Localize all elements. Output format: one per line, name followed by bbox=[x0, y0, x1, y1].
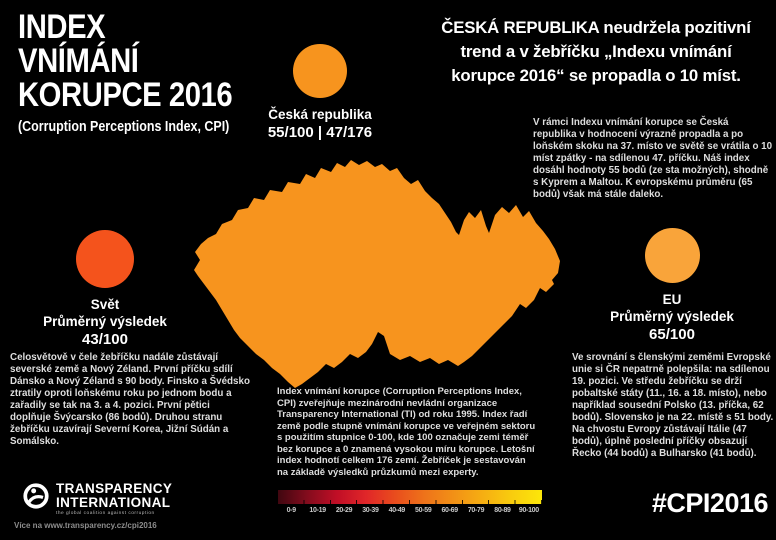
transparency-international-logo: TRANSPARENCY INTERNATIONAL the global co… bbox=[22, 482, 172, 516]
scale-label: 70-79 bbox=[467, 507, 485, 514]
stat-world: Svět Průměrný výsledek 43/100 bbox=[33, 230, 177, 349]
eu-score-circle bbox=[644, 228, 700, 283]
czech-score: 55/100 | 47/176 bbox=[267, 124, 373, 141]
eu-score: 65/100 bbox=[649, 326, 695, 343]
scale-label: 80-89 bbox=[494, 507, 511, 514]
czech-score-circle bbox=[293, 44, 347, 98]
scale-label: 50-59 bbox=[415, 507, 432, 514]
title-line-1: INDEX bbox=[18, 8, 106, 46]
logo-text: TRANSPARENCY INTERNATIONAL the global co… bbox=[56, 482, 172, 516]
paragraph-world-ranking: Celosvětově v čele žebříčku nadále zůstá… bbox=[10, 352, 250, 447]
scale-label: 90-100 bbox=[518, 507, 539, 514]
czech-republic-map-shape bbox=[194, 160, 560, 388]
score-scale-ticks bbox=[278, 500, 542, 504]
title-line-3: KORUPCE 2016 bbox=[18, 76, 233, 114]
score-color-scale: 0-9 10-19 20-29 30-39 40-49 50-59 60-69 … bbox=[278, 490, 542, 514]
hashtag-cpi2016: #CPI2016 bbox=[651, 488, 769, 518]
score-scale-bar bbox=[278, 490, 542, 504]
title-subtitle: (Corruption Perceptions Index, CPI) bbox=[18, 119, 230, 135]
score-scale-labels: 0-9 10-19 20-29 30-39 40-49 50-59 60-69 … bbox=[278, 507, 542, 514]
headline: ČESKÁ REPUBLIKA neudržela pozitivní tren… bbox=[441, 18, 751, 85]
stat-eu: EU Průměrný výsledek 65/100 bbox=[600, 228, 744, 344]
logo-line-1: TRANSPARENCY bbox=[56, 481, 173, 496]
czech-label: Česká republika bbox=[268, 107, 372, 122]
page-title: INDEX VNÍMÁNÍ KORUPCE 2016 (Corruption P… bbox=[18, 8, 233, 135]
world-score-circle bbox=[76, 230, 134, 288]
paragraph-eu-comparison: Ve srovnání s členskými zeměmi Evropské … bbox=[572, 352, 774, 459]
eu-sublabel: Průměrný výsledek bbox=[610, 309, 734, 324]
title-line-2: VNÍMÁNÍ bbox=[18, 42, 139, 80]
logo-tagline: the global coalition against corruption bbox=[56, 511, 155, 516]
scale-label: 10-19 bbox=[309, 507, 326, 514]
scale-label: 30-39 bbox=[362, 507, 379, 514]
scale-label: 0-9 bbox=[286, 507, 297, 514]
world-label: Svět bbox=[90, 297, 120, 312]
scale-label: 20-29 bbox=[335, 507, 353, 514]
transparency-international-logo-icon bbox=[22, 482, 50, 515]
world-sublabel: Průměrný výsledek bbox=[43, 314, 167, 329]
paragraph-czech-detail: V rámci Indexu vnímání korupce se Česká … bbox=[533, 117, 773, 200]
eu-label: EU bbox=[662, 292, 682, 307]
world-score: 43/100 bbox=[82, 331, 128, 348]
stat-czech-republic: Česká republika 55/100 | 47/176 bbox=[248, 44, 392, 142]
scale-label: 60-69 bbox=[441, 507, 458, 514]
footer-url[interactable]: Více na www.transparency.cz/cpi2016 bbox=[14, 521, 157, 530]
paragraph-cpi-methodology: Index vnímání korupce (Corruption Percep… bbox=[277, 386, 536, 478]
scale-label: 40-49 bbox=[388, 507, 406, 514]
czech-republic-map bbox=[192, 158, 564, 390]
logo-line-2: INTERNATIONAL bbox=[56, 494, 171, 510]
